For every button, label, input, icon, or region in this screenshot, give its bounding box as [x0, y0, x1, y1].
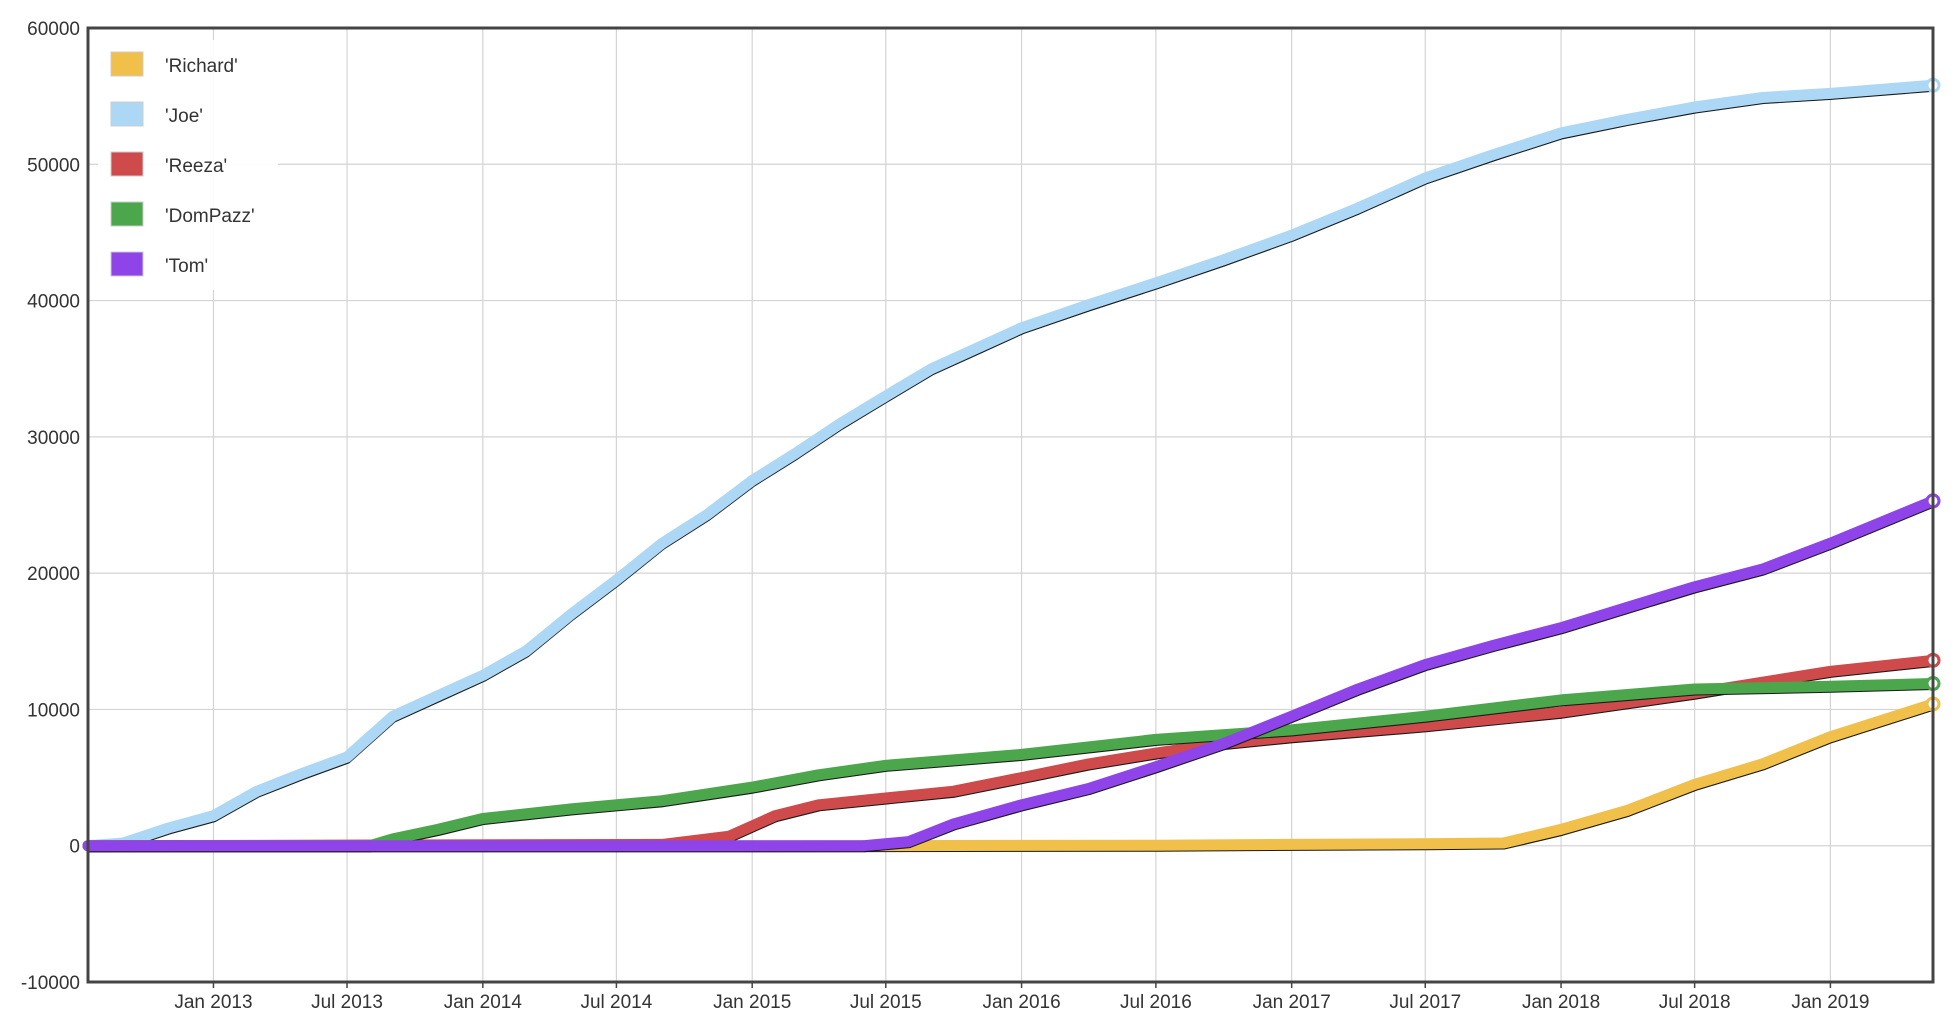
- y-tick-label: 10000: [27, 700, 80, 721]
- x-tick-label: Jul 2015: [850, 992, 922, 1013]
- y-axis-ticks: -10000 0 10000 20000 30000 40000 50000 60000: [21, 19, 80, 994]
- x-axis-ticks: Jan 2013 Jul 2013 Jan 2014 Jul 2014 Jan 2015…: [174, 982, 1870, 1013]
- x-tick-label: Jan 2017: [1253, 992, 1331, 1013]
- x-tick-label: Jul 2017: [1389, 992, 1461, 1013]
- legend-swatch-reeza: [110, 151, 144, 177]
- gridlines: [88, 27, 1933, 983]
- y-tick-label: 30000: [27, 428, 80, 449]
- y-tick-label: 40000: [27, 292, 80, 313]
- legend-swatch-richard: [110, 51, 144, 77]
- x-tick-label: Jul 2013: [311, 992, 383, 1013]
- legend-label-tom: 'Tom': [165, 256, 208, 277]
- legend-label-richard: 'Richard': [165, 56, 238, 77]
- x-tick-label: Jan 2016: [982, 992, 1060, 1013]
- x-tick-label: Jan 2018: [1522, 992, 1600, 1013]
- legend-swatch-joe: [110, 101, 144, 127]
- plot-frame: [86, 26, 1935, 984]
- y-tick-label: 50000: [27, 155, 80, 176]
- legend: 'Richard' 'Joe' 'Reeza' 'DomPazz' 'Tom': [98, 40, 278, 290]
- x-tick-label: Jan 2013: [174, 992, 252, 1013]
- legend-swatch-tom: [110, 251, 144, 277]
- series-line-reeza: [82, 654, 1939, 852]
- series-shadow-dompazz: [86, 685, 1937, 853]
- x-tick-label: Jan 2019: [1791, 992, 1869, 1013]
- y-tick-label: 0: [69, 837, 80, 858]
- x-tick-label: Jul 2014: [580, 992, 652, 1013]
- series-line-dompazz: [82, 678, 1939, 852]
- legend-swatch-dompazz: [110, 201, 144, 227]
- legend-label-dompazz: 'DomPazz': [165, 206, 255, 227]
- series-line-tom: [82, 495, 1939, 852]
- series-lines: [82, 79, 1939, 853]
- y-tick-label: 20000: [27, 564, 80, 585]
- x-tick-label: Jan 2015: [713, 992, 791, 1013]
- x-tick-label: Jul 2016: [1120, 992, 1192, 1013]
- legend-label-joe: 'Joe': [165, 106, 203, 127]
- x-tick-label: Jan 2014: [444, 992, 523, 1013]
- legend-label-reeza: 'Reeza': [165, 156, 227, 177]
- series-line-joe: [82, 79, 1939, 852]
- y-tick-label: -10000: [21, 973, 80, 994]
- x-tick-label: Jul 2018: [1659, 992, 1731, 1013]
- y-tick-label: 60000: [27, 19, 80, 40]
